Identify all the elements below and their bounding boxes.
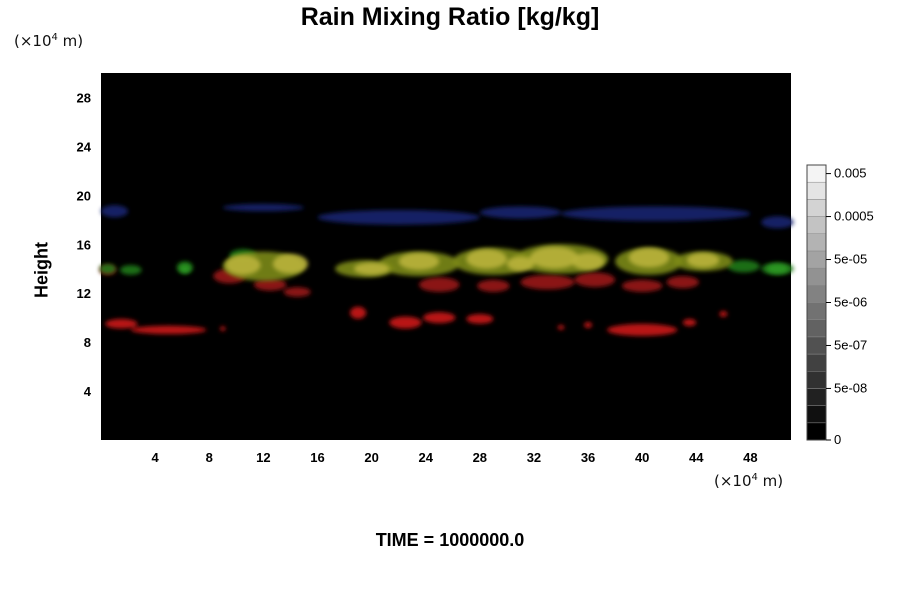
field-blob	[283, 287, 311, 297]
colorbar-swatch	[806, 302, 827, 320]
field-blob	[99, 263, 116, 274]
field-blob	[529, 246, 579, 269]
field-layer	[101, 203, 794, 229]
field-blob	[253, 278, 287, 291]
field-blob	[666, 276, 699, 289]
colorbar-label: 5e-05	[834, 252, 867, 267]
colorbar-label: 5e-06	[834, 295, 867, 310]
y-tick-label: 20	[77, 188, 91, 203]
field-blob	[477, 279, 510, 292]
field-blob	[398, 252, 440, 270]
y-tick-label: 24	[77, 139, 92, 154]
colorbar-swatch	[806, 216, 827, 234]
field-blob	[179, 264, 191, 274]
x-tick-label: 16	[310, 450, 324, 465]
x-tick-label: 8	[206, 450, 213, 465]
y-tick-label: 12	[77, 286, 91, 301]
y-axis-unit: (×104 m)	[14, 32, 84, 50]
x-axis-ticks: 4 8 12 16 20 24 28 32 36 40 44 48	[152, 450, 758, 465]
y-tick-label: 16	[77, 237, 91, 252]
field-blob	[466, 313, 494, 324]
colorbar-label: 5e-07	[834, 337, 867, 352]
colorbar-swatch	[806, 164, 827, 183]
field-blob	[761, 216, 794, 229]
field-blob	[479, 206, 561, 219]
field-blob	[418, 277, 460, 292]
x-tick-label: 44	[689, 450, 704, 465]
colorbar-swatch	[806, 336, 827, 355]
field-layer	[179, 263, 789, 274]
colorbar-swatch	[806, 233, 827, 252]
colorbar-swatch	[806, 405, 827, 424]
time-label: TIME = 1000000.0	[375, 530, 525, 550]
y-tick-label: 28	[77, 90, 91, 105]
field-blob	[466, 249, 507, 269]
field-blob	[506, 256, 534, 272]
x-tick-label: 40	[635, 450, 649, 465]
y-tick-label: 8	[84, 335, 91, 350]
field-blob	[119, 265, 142, 275]
x-tick-label: 48	[743, 450, 757, 465]
field-blob	[225, 255, 261, 275]
x-tick-label: 24	[418, 450, 433, 465]
field-blob	[130, 325, 207, 335]
field-layer	[225, 246, 720, 275]
field-blob	[222, 203, 304, 212]
field-blob	[628, 247, 670, 268]
field-blob	[423, 312, 456, 324]
field-blob	[520, 274, 575, 290]
field-layer	[105, 306, 728, 337]
field-blob	[561, 206, 751, 222]
field-blob	[719, 310, 728, 318]
colorbar-label: 5e-08	[834, 380, 867, 395]
field-blob	[766, 263, 789, 274]
y-axis-ticks: 4 8 12 16 20 24 28	[77, 90, 92, 399]
field-blob	[584, 321, 593, 329]
x-tick-label: 36	[581, 450, 595, 465]
colorbar-swatch	[806, 285, 827, 303]
field-blob	[220, 326, 226, 332]
colorbar: 0.005 0.0005 5e-05 5e-06 5e-07 5e-08 0	[806, 164, 874, 447]
colorbar-label: 0.0005	[834, 209, 874, 224]
field-blob	[607, 323, 678, 337]
x-tick-label: 4	[152, 450, 160, 465]
colorbar-swatch	[806, 199, 827, 217]
chart-title: Rain Mixing Ratio [kg/kg]	[300, 3, 600, 31]
field-blob	[105, 318, 138, 329]
colorbar-swatch	[806, 388, 827, 406]
x-axis-unit: (×104 m)	[714, 472, 784, 490]
field-blob	[272, 254, 309, 274]
field-blob	[686, 252, 720, 268]
colorbar-label: 0	[834, 432, 841, 447]
field-blob	[727, 260, 760, 273]
rain-field	[99, 203, 794, 337]
colorbar-swatch	[806, 422, 827, 441]
field-blob	[557, 325, 565, 330]
colorbar-swatch	[806, 250, 827, 269]
x-tick-label: 12	[256, 450, 270, 465]
field-blob	[389, 316, 422, 329]
field-blob	[354, 262, 390, 275]
field-blob	[317, 210, 480, 225]
x-tick-label: 28	[473, 450, 487, 465]
x-tick-label: 32	[527, 450, 541, 465]
colorbar-swatch	[806, 181, 827, 200]
field-blob	[571, 252, 605, 270]
colorbar-swatch	[806, 319, 827, 338]
field-blob	[574, 272, 616, 288]
field-blob	[349, 306, 367, 319]
colorbar-label: 0.005	[834, 166, 867, 181]
x-tick-label: 20	[364, 450, 378, 465]
y-tick-label: 4	[84, 384, 92, 399]
colorbar-swatch	[806, 353, 827, 372]
colorbar-swatch	[806, 267, 827, 286]
field-blob	[621, 279, 663, 292]
colorbar-swatch	[806, 371, 827, 389]
field-blob	[101, 205, 129, 218]
field-blob	[682, 318, 697, 327]
